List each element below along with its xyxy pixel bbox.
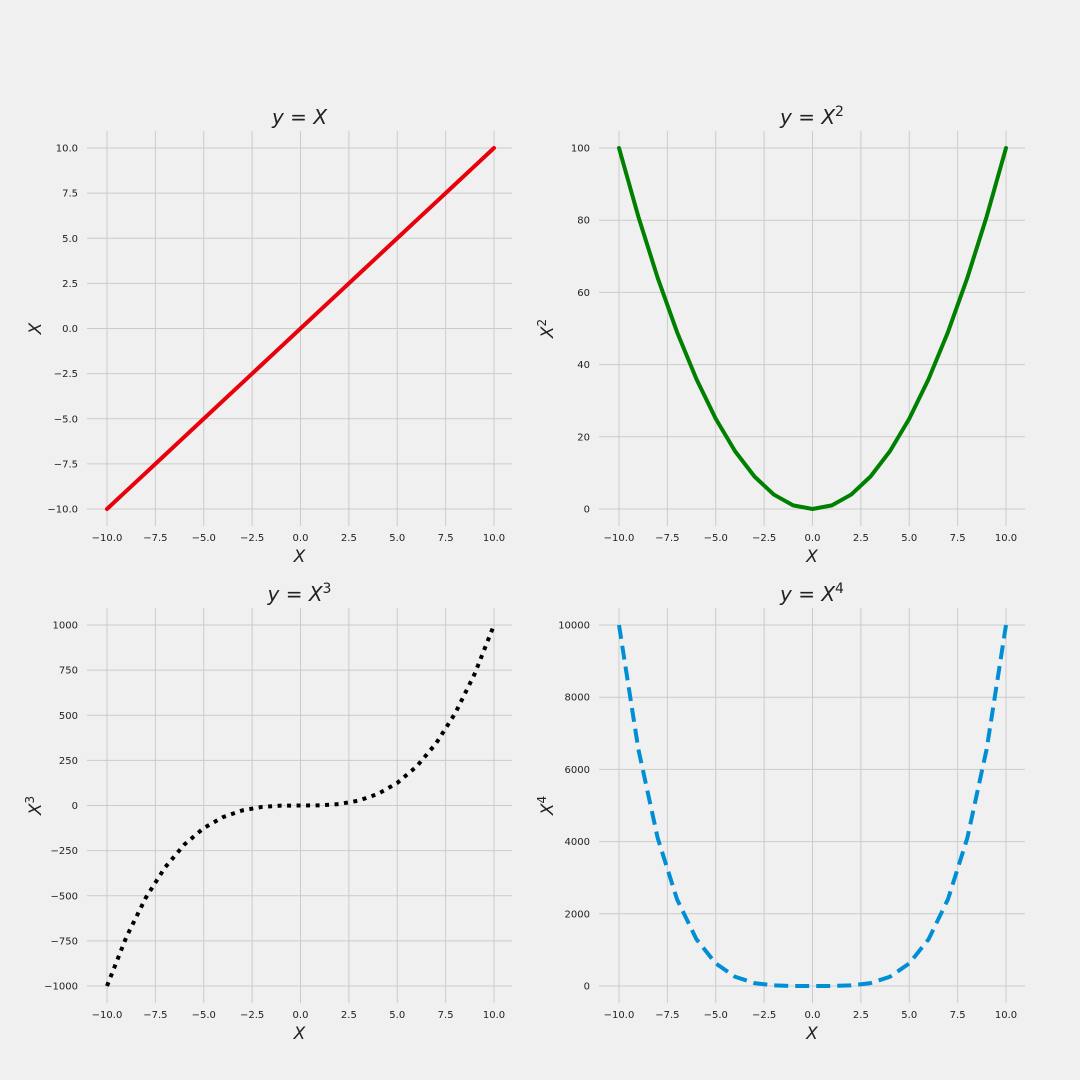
x-tick-label: 10.0 — [995, 533, 1017, 544]
series-line — [617, 624, 1008, 988]
chart-title: y = X2 — [779, 104, 844, 129]
y-tick-label: 6000 — [565, 765, 590, 776]
y-tick-label: 100 — [571, 144, 590, 155]
chart-title: y = X4 — [779, 581, 844, 606]
x-tick-label: 0.0 — [293, 1010, 309, 1021]
y-tick-label: 7.5 — [62, 189, 78, 200]
x-tick-labels: −10.0 −7.5 −5.0 −2.5 0.0 2.5 5.0 7.5 10.0 — [604, 1010, 1017, 1021]
y-tick-label: 20 — [577, 432, 590, 443]
subplot-y-equals-x-cubed: −10.0 −7.5 −5.0 −2.5 0.0 2.5 5.0 7.5 10.0 −1000 −7… — [23, 581, 512, 1044]
x-tick-label: −5.0 — [192, 533, 216, 544]
y-tick-label: −2.5 — [54, 369, 78, 380]
x-tick-label: 5.0 — [389, 533, 405, 544]
y-tick-label: 2.5 — [62, 279, 78, 290]
x-tick-label: 2.5 — [853, 1010, 869, 1021]
grid — [599, 131, 1025, 526]
y-tick-label: 0 — [584, 505, 590, 516]
y-tick-label: 4000 — [565, 837, 590, 848]
y-tick-labels: 0 20 40 60 80 100 — [571, 144, 590, 516]
chart-title: y = X3 — [267, 581, 332, 606]
x-tick-label: 0.0 — [293, 533, 309, 544]
x-axis-label: X — [805, 1024, 818, 1044]
grid — [87, 608, 512, 1003]
y-tick-label: −10.0 — [47, 505, 78, 516]
series-line — [617, 146, 1008, 511]
x-tick-label: 0.0 — [805, 1010, 821, 1021]
x-tick-label: 7.5 — [438, 1010, 454, 1021]
subplot-y-equals-x: −10.0 −7.5 −5.0 −2.5 0.0 2.5 5.0 7.5 10.0 −10.0 −7… — [26, 105, 512, 567]
y-axis-label: X — [26, 322, 46, 335]
chart-title: y = X — [271, 105, 328, 129]
y-tick-label: 0 — [584, 982, 590, 993]
y-tick-label: 250 — [59, 756, 78, 767]
y-tick-labels: −10.0 −7.5 −5.0 −2.5 0.0 2.5 5.0 7.5 10.0 — [47, 144, 78, 516]
x-tick-label: 5.0 — [389, 1010, 405, 1021]
y-tick-label: 10.0 — [56, 144, 78, 155]
x-tick-label: 10.0 — [483, 533, 505, 544]
series-line — [105, 146, 496, 511]
x-tick-label: −10.0 — [92, 533, 123, 544]
x-tick-label: 10.0 — [483, 1010, 505, 1021]
x-tick-label: −10.0 — [92, 1010, 123, 1021]
subplot-y-equals-x-squared: −10.0 −7.5 −5.0 −2.5 0.0 2.5 5.0 7.5 10.0 0 20 40 60… — [535, 104, 1025, 567]
x-tick-label: 2.5 — [341, 1010, 357, 1021]
x-tick-label: −10.0 — [604, 533, 635, 544]
x-tick-label: 5.0 — [901, 1010, 917, 1021]
y-tick-label: −500 — [51, 891, 78, 902]
x-tick-label: −2.5 — [240, 533, 264, 544]
x-tick-label: −10.0 — [604, 1010, 635, 1021]
y-tick-label: 60 — [577, 288, 590, 299]
y-axis-label: X3 — [23, 796, 46, 816]
y-tick-label: 40 — [577, 360, 590, 371]
x-tick-label: −7.5 — [655, 533, 679, 544]
x-tick-label: 7.5 — [438, 533, 454, 544]
x-tick-label: −5.0 — [704, 1010, 728, 1021]
x-axis-label: X — [293, 1024, 306, 1044]
x-tick-label: −7.5 — [143, 1010, 167, 1021]
y-tick-labels: 0 2000 4000 6000 8000 10000 — [558, 621, 590, 993]
x-tick-labels: −10.0 −7.5 −5.0 −2.5 0.0 2.5 5.0 7.5 10.0 — [92, 533, 505, 544]
x-tick-label: −2.5 — [752, 533, 776, 544]
x-tick-label: −5.0 — [704, 533, 728, 544]
x-axis-label: X — [805, 547, 818, 567]
x-tick-labels: −10.0 −7.5 −5.0 −2.5 0.0 2.5 5.0 7.5 10.0 — [604, 533, 1017, 544]
y-tick-label: 750 — [59, 666, 78, 677]
x-tick-label: −7.5 — [143, 533, 167, 544]
y-tick-label: −5.0 — [54, 414, 78, 425]
y-axis-label: X4 — [535, 796, 558, 816]
x-tick-labels: −10.0 −7.5 −5.0 −2.5 0.0 2.5 5.0 7.5 10.0 — [92, 1010, 505, 1021]
x-tick-label: −2.5 — [752, 1010, 776, 1021]
y-tick-label: −750 — [51, 936, 78, 947]
x-axis-label: X — [293, 547, 306, 567]
y-tick-label: 2000 — [565, 909, 590, 920]
x-tick-label: −5.0 — [192, 1010, 216, 1021]
subplot-y-equals-x-fourth: −10.0 −7.5 −5.0 −2.5 0.0 2.5 5.0 7.5 10.0 0 2000 40… — [535, 581, 1025, 1044]
grid — [599, 608, 1025, 1003]
y-tick-labels: −1000 −750 −500 −250 0 250 500 750 1000 — [44, 621, 78, 993]
y-tick-label: 0.0 — [62, 324, 78, 335]
y-tick-label: 10000 — [558, 621, 590, 632]
x-tick-label: 0.0 — [805, 533, 821, 544]
y-tick-label: −250 — [51, 846, 78, 857]
x-tick-label: 2.5 — [853, 533, 869, 544]
series-line — [105, 624, 496, 987]
y-axis-label: X2 — [535, 319, 558, 339]
x-tick-label: −7.5 — [655, 1010, 679, 1021]
y-tick-label: 80 — [577, 216, 590, 227]
x-tick-label: 7.5 — [950, 1010, 966, 1021]
x-tick-label: 2.5 — [341, 533, 357, 544]
y-tick-label: 1000 — [53, 621, 78, 632]
y-tick-label: −7.5 — [54, 459, 78, 470]
y-tick-label: 8000 — [565, 693, 590, 704]
y-tick-label: 5.0 — [62, 234, 78, 245]
x-tick-label: −2.5 — [240, 1010, 264, 1021]
x-tick-label: 5.0 — [901, 533, 917, 544]
y-tick-label: 0 — [72, 801, 78, 812]
x-tick-label: 7.5 — [950, 533, 966, 544]
y-tick-label: 500 — [59, 711, 78, 722]
y-tick-label: −1000 — [44, 982, 78, 993]
x-tick-label: 10.0 — [995, 1010, 1017, 1021]
